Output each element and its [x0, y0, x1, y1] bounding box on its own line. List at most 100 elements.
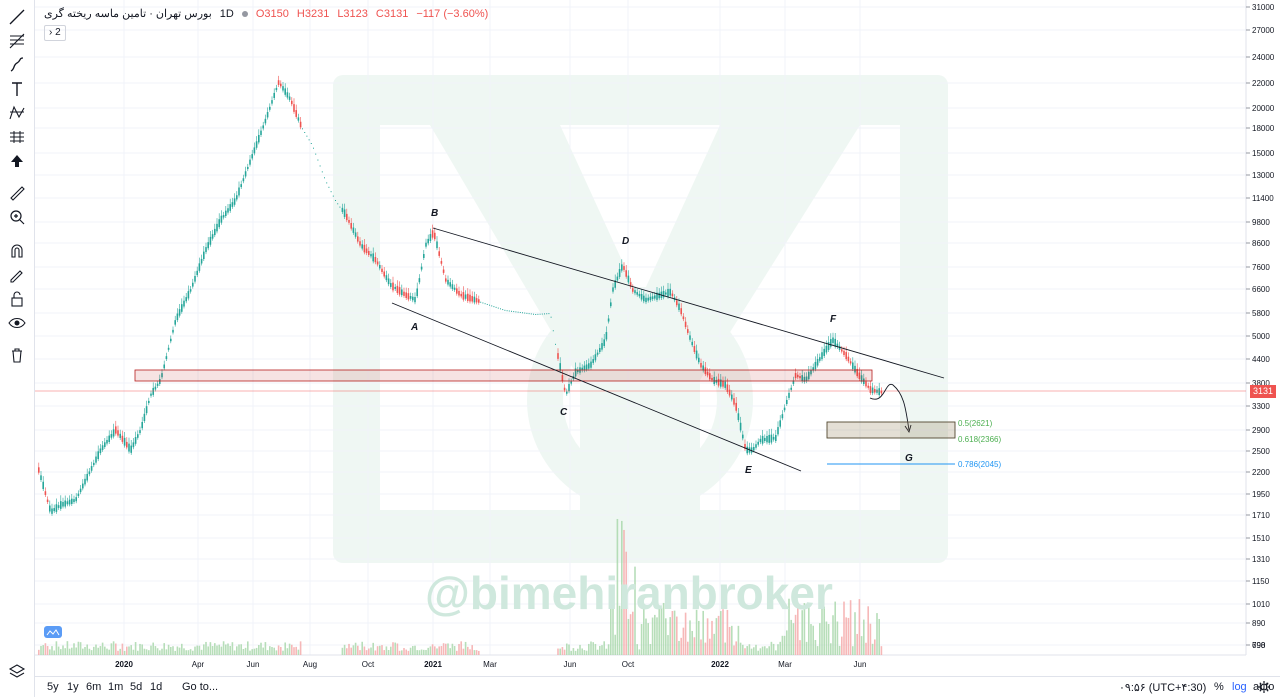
lower-trendline[interactable]: [391, 302, 802, 472]
price-dot: [555, 343, 556, 345]
candle-body: [475, 298, 478, 303]
range-1m-button[interactable]: 1m: [108, 681, 124, 693]
volume-bar: [629, 614, 632, 655]
magnet-icon[interactable]: [5, 240, 29, 262]
volume-bar: [838, 645, 841, 655]
upper-trendline[interactable]: [432, 227, 945, 379]
log-toggle[interactable]: log: [1232, 681, 1247, 693]
layers-icon[interactable]: [5, 660, 29, 682]
range-6m-button[interactable]: 6m: [86, 681, 102, 693]
volume-bar: [654, 614, 656, 655]
candle-body: [64, 500, 66, 507]
candle-body: [852, 362, 854, 370]
candle-body: [458, 290, 460, 296]
candle-body: [44, 491, 47, 495]
text-tool-icon[interactable]: [5, 78, 29, 100]
candle-body: [363, 244, 366, 253]
indicators-toggle[interactable]: › 2: [44, 25, 66, 41]
pattern-tool-icon[interactable]: [5, 102, 29, 124]
candle-body: [607, 318, 610, 322]
volume-bar: [733, 645, 735, 655]
resistance-zone[interactable]: [134, 369, 873, 382]
goto-button[interactable]: Go to...: [182, 681, 219, 693]
candle-body: [198, 263, 201, 271]
candle-body: [783, 407, 786, 411]
candle-body: [750, 447, 753, 453]
candle-body: [832, 337, 834, 343]
zoom-icon[interactable]: [5, 206, 29, 228]
trend-line-tool-icon[interactable]: [5, 6, 29, 28]
volume-bar: [764, 646, 766, 655]
trash-icon[interactable]: [5, 344, 29, 366]
volume-bar: [566, 643, 568, 655]
symbol-name[interactable]: بورس تهران · تامین ماسه ریخته گری: [44, 8, 212, 20]
volume-bar: [275, 650, 278, 655]
brush-tool-icon[interactable]: [5, 54, 29, 76]
volume-bar: [453, 646, 456, 655]
candle-body: [161, 373, 163, 378]
wave-label-g: G: [905, 453, 913, 464]
volume-bar: [363, 646, 366, 655]
lock-icon[interactable]: [5, 288, 29, 310]
volume-bar: [717, 615, 720, 655]
candle-body: [632, 288, 634, 292]
volume-bar: [189, 649, 192, 655]
ruler-icon[interactable]: [5, 182, 29, 204]
volume-bar: [794, 614, 797, 655]
candle-body: [407, 293, 410, 300]
volume-bar: [823, 606, 825, 655]
volume-bar: [878, 618, 880, 655]
candle-body: [860, 375, 863, 382]
auto-toggle[interactable]: auto: [1253, 681, 1275, 693]
candle-body: [123, 437, 126, 446]
candle-body: [121, 435, 124, 442]
candle-body: [291, 100, 293, 105]
range-5d-button[interactable]: 5d: [130, 681, 143, 693]
candle-body: [90, 466, 93, 471]
volume-bar: [225, 644, 227, 655]
candle-body: [623, 266, 625, 270]
price-dot: [493, 306, 495, 308]
price-chart[interactable]: 31000 27000 24000 22000 20000 18000 15000 13000…: [35, 0, 1280, 676]
volume-bar: [233, 650, 236, 655]
price-label: 24000: [1252, 53, 1275, 62]
volume-bar: [220, 646, 223, 655]
interval-label[interactable]: 1D: [219, 7, 234, 20]
percent-toggle[interactable]: %: [1214, 681, 1224, 693]
fib-zone-box[interactable]: [826, 421, 956, 439]
volume-bar: [451, 643, 454, 655]
candle-body: [128, 443, 130, 452]
volume-bar: [792, 623, 795, 655]
candle-body: [577, 369, 579, 373]
volume-bar: [176, 646, 179, 655]
lock-pencil-icon[interactable]: [5, 264, 29, 286]
watermark-logo: [333, 75, 948, 563]
range-1y-button[interactable]: 1y: [67, 681, 79, 693]
timezone-clock[interactable]: ۰۹:۵۶ (UTC+۴:30): [1119, 682, 1207, 694]
settings-gear-icon[interactable]: [1257, 680, 1271, 694]
cloud-icon[interactable]: [44, 626, 62, 638]
volume-bar: [876, 613, 878, 655]
candle-body: [40, 475, 42, 481]
volume-bar: [478, 650, 480, 655]
candle-body: [462, 292, 465, 300]
candle-body: [137, 434, 139, 438]
eye-icon[interactable]: [5, 312, 29, 334]
candle-body: [775, 434, 777, 442]
volume-bar: [405, 649, 407, 655]
price-dot: [544, 313, 545, 315]
time-label: Jun: [564, 660, 577, 669]
price-axis[interactable]: 31000 27000 24000 22000 20000 18000 15000 13000…: [1246, 3, 1275, 650]
time-axis[interactable]: 2020 Apr Jun Aug Oct 2021 Mar Jun Oct 2022 Mar Jun: [115, 660, 866, 669]
candle-body: [841, 349, 843, 352]
prediction-tool-icon[interactable]: [5, 126, 29, 148]
volume-bar: [101, 642, 104, 655]
price-dot: [526, 312, 528, 314]
candle-body: [370, 254, 372, 257]
cursor-arrow-icon[interactable]: [5, 150, 29, 172]
volume-bar: [416, 650, 418, 655]
range-5y-button[interactable]: 5y: [47, 681, 59, 693]
volume-bar: [790, 619, 792, 655]
range-1d-button[interactable]: 1d: [150, 681, 163, 693]
fib-tool-icon[interactable]: [5, 30, 29, 52]
